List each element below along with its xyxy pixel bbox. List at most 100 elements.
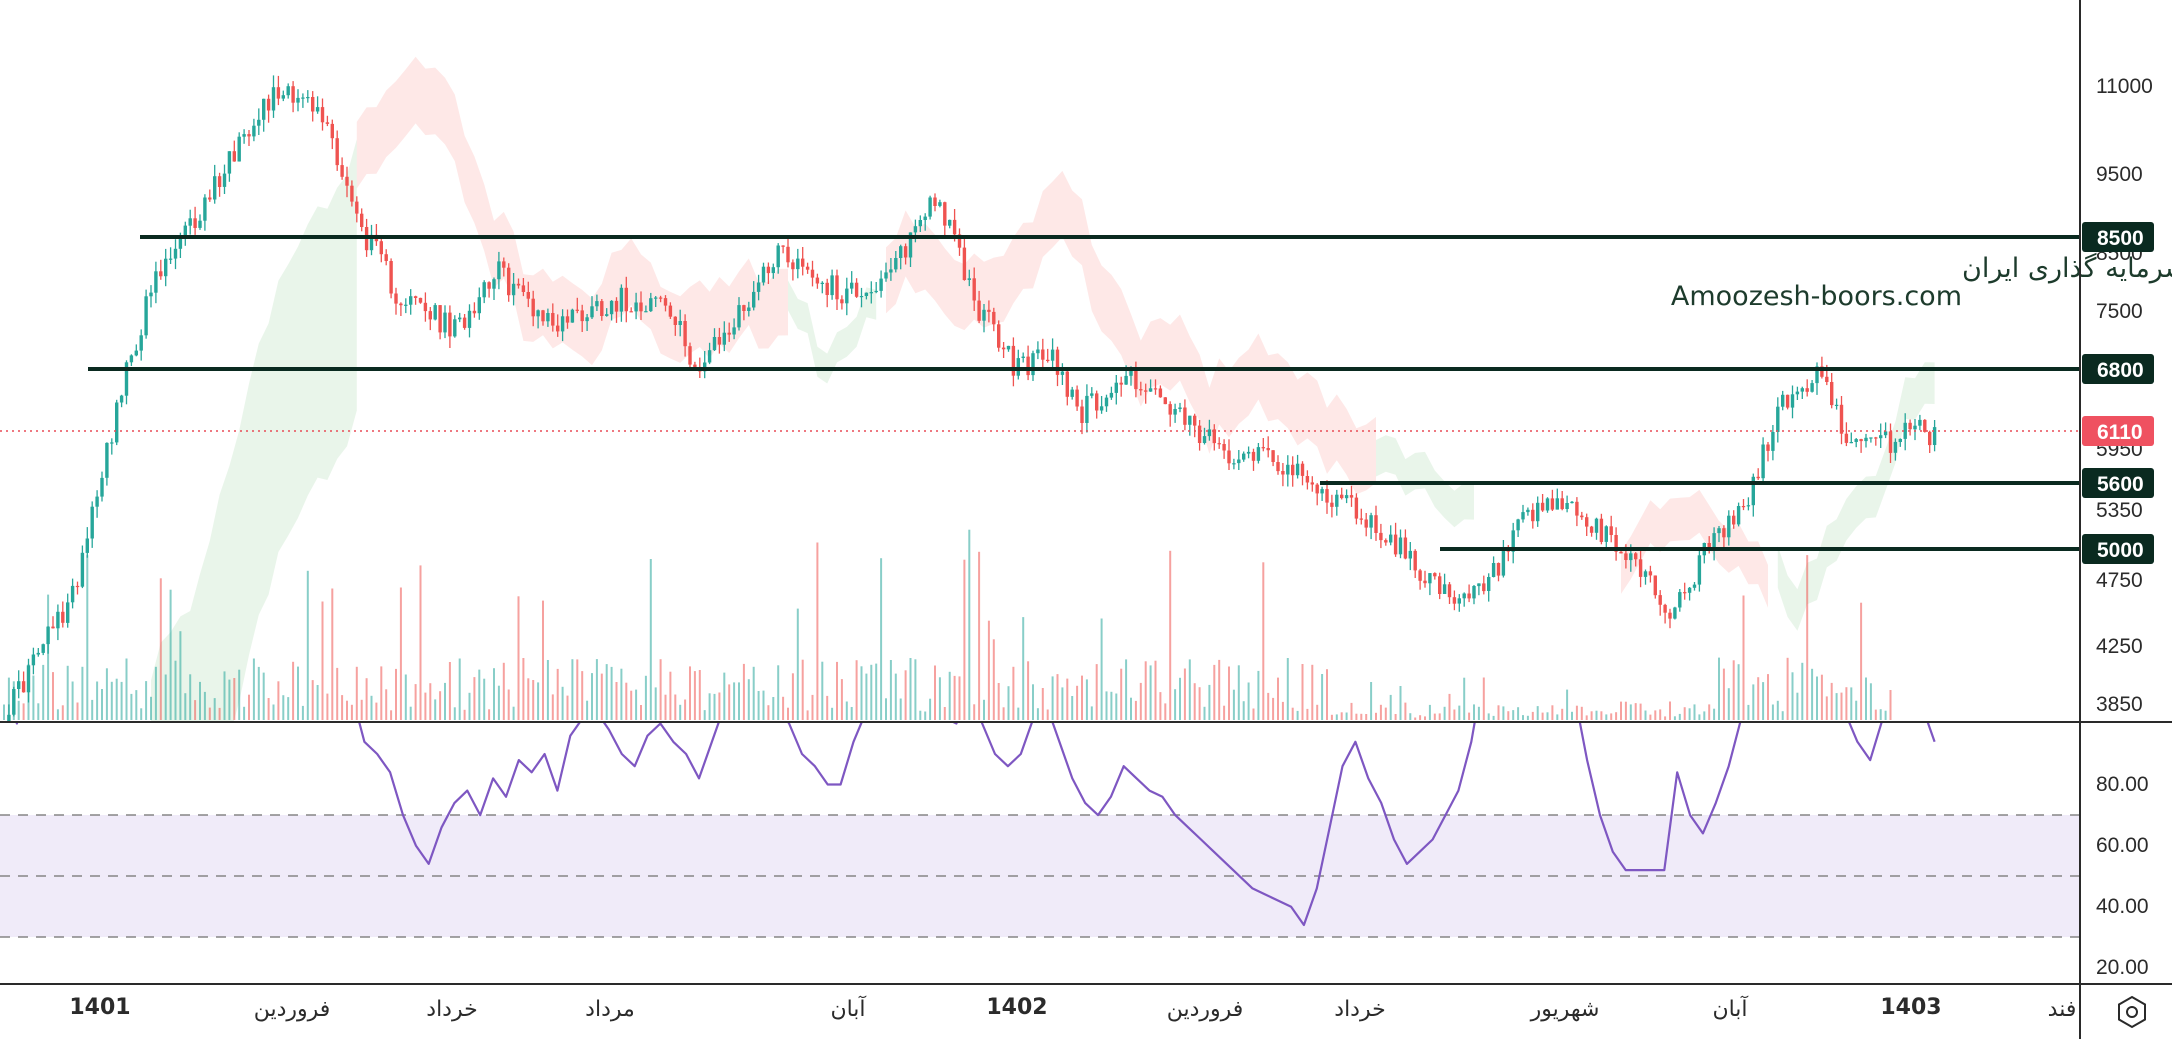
candle[interactable] [1447,582,1452,604]
candle[interactable] [1153,379,1158,395]
candle[interactable] [492,277,496,301]
candle[interactable] [453,315,457,338]
candle[interactable] [619,284,624,322]
candle[interactable] [1202,427,1207,445]
candle[interactable] [766,262,771,285]
candle[interactable] [154,261,158,304]
candle[interactable] [825,278,829,308]
candle[interactable] [1016,349,1020,380]
candle[interactable] [1242,451,1246,462]
candle[interactable] [134,344,138,357]
candle[interactable] [1188,415,1192,436]
candle[interactable] [1599,513,1604,545]
candle[interactable] [1830,373,1834,409]
candle[interactable] [673,316,677,336]
candle[interactable] [1928,430,1932,453]
candle[interactable] [1570,501,1574,504]
candle[interactable] [394,287,398,315]
rsi-line[interactable] [4,491,1936,927]
candle[interactable] [820,281,824,294]
candle[interactable] [85,527,89,558]
candle[interactable] [707,342,712,365]
candle[interactable] [786,238,790,268]
candle[interactable] [66,593,70,628]
candle[interactable] [1251,448,1256,471]
candle[interactable] [379,238,383,263]
candle[interactable] [526,281,530,308]
candle[interactable] [835,269,839,310]
candle[interactable] [1271,450,1275,467]
candle[interactable] [903,243,908,265]
candle[interactable] [1349,485,1354,507]
candle[interactable] [418,297,423,304]
candle[interactable] [771,263,775,279]
candle[interactable] [36,648,40,657]
candle[interactable] [1834,398,1839,410]
candle[interactable] [399,302,403,316]
candle[interactable] [609,300,614,321]
candle[interactable] [1874,436,1878,446]
candle[interactable] [1222,439,1226,459]
candle[interactable] [1452,590,1457,611]
candle[interactable] [1898,438,1902,447]
candle[interactable] [1340,487,1344,500]
candle[interactable] [1585,513,1589,536]
candle[interactable] [1712,527,1716,561]
candle[interactable] [1398,529,1403,559]
candle[interactable] [815,273,820,289]
candle[interactable] [438,305,442,340]
candle[interactable] [315,96,320,114]
candle[interactable] [1457,594,1461,612]
candle[interactable] [992,307,996,332]
candle[interactable] [168,247,173,264]
candle[interactable] [1393,522,1398,557]
candle[interactable] [1565,495,1569,513]
candle[interactable] [1021,352,1025,363]
candle[interactable] [129,354,134,366]
candle[interactable] [281,90,285,102]
candle[interactable] [1663,603,1667,624]
candle[interactable] [796,248,800,279]
candle[interactable] [17,670,21,699]
candle[interactable] [1516,518,1520,537]
candle[interactable] [482,280,486,304]
price-axis[interactable]: 11000 9500 8500 7500 5950 5350 4750 4250… [2096,75,2153,716]
candle[interactable] [1932,420,1937,452]
candle[interactable] [668,302,673,319]
candle[interactable] [977,290,981,324]
candle[interactable] [918,215,922,232]
candle[interactable] [810,260,815,287]
candle[interactable] [1276,455,1280,475]
candle[interactable] [56,604,60,641]
candle[interactable] [1477,583,1481,596]
candle[interactable] [51,616,55,629]
candle[interactable] [1237,450,1241,470]
candle[interactable] [7,704,11,740]
candle[interactable] [1482,575,1486,595]
candle[interactable] [1496,562,1501,582]
candle[interactable] [1119,376,1123,397]
candle[interactable] [1521,504,1525,523]
candle[interactable] [1795,386,1800,400]
candle[interactable] [1080,399,1084,435]
candle[interactable] [1810,380,1814,393]
candle[interactable] [1085,384,1089,433]
candle[interactable] [1800,386,1804,399]
candle[interactable] [164,248,168,287]
candle[interactable] [1653,575,1657,599]
candle[interactable] [605,308,609,317]
candle[interactable] [899,244,903,270]
candle[interactable] [649,292,653,312]
candle[interactable] [943,201,947,237]
candle[interactable] [208,189,212,202]
candle[interactable] [845,277,849,316]
candle[interactable] [1183,399,1187,431]
candle[interactable] [565,309,570,329]
candle[interactable] [531,290,535,327]
candle[interactable] [1609,515,1613,543]
candle[interactable] [1379,523,1383,549]
candle[interactable] [1256,443,1261,464]
candle[interactable] [1472,585,1476,605]
candle[interactable] [70,578,75,609]
candle[interactable] [850,271,854,294]
